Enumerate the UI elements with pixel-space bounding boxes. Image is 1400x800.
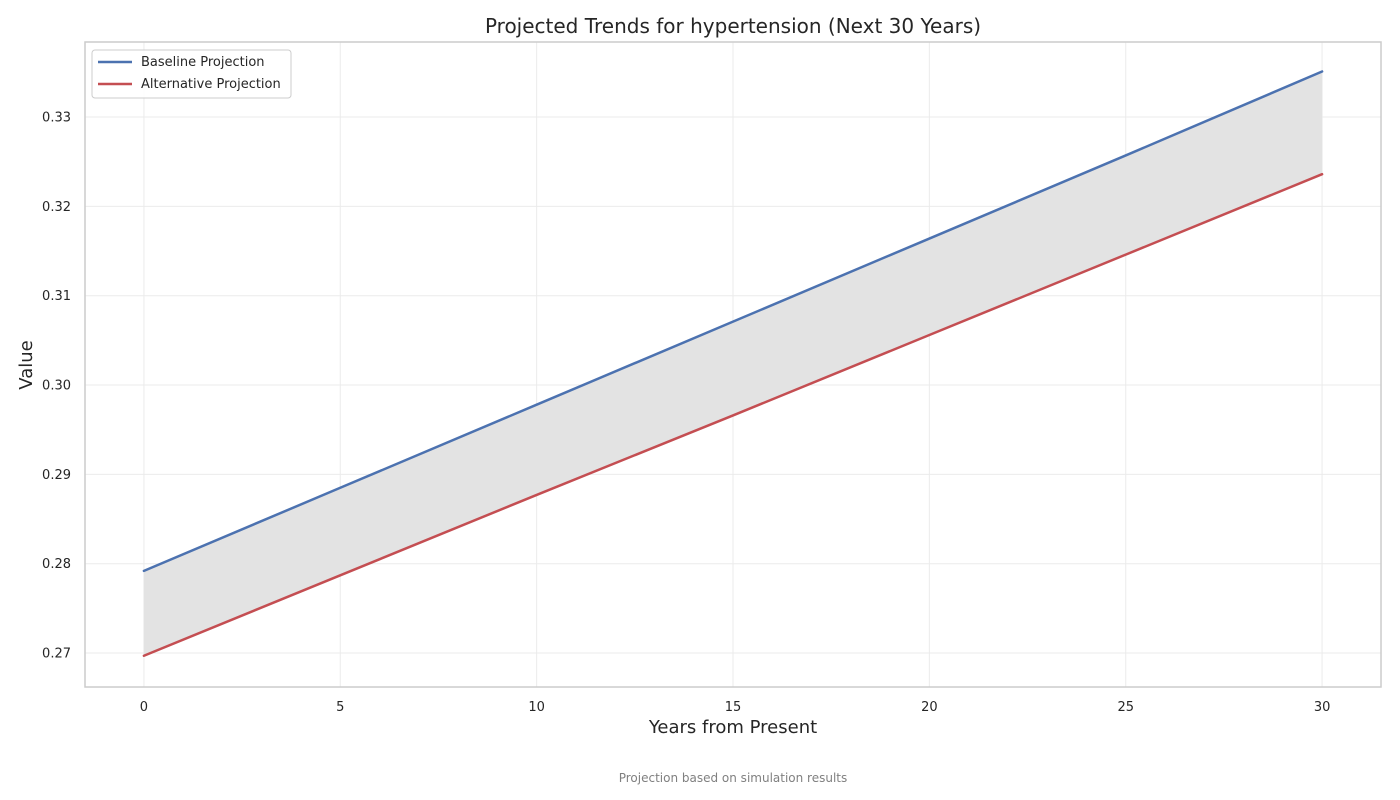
legend-label-alternative: Alternative Projection	[141, 77, 281, 92]
x-tick-label: 0	[140, 700, 148, 715]
chart-caption: Projection based on simulation results	[619, 771, 848, 785]
series-lines	[142, 70, 1324, 657]
y-tick-labels: 0.27 0.28 0.29 0.30 0.31 0.32 0.33	[42, 111, 71, 662]
y-tick-label: 0.33	[42, 111, 71, 126]
x-gridlines	[143, 42, 1323, 687]
plot-frame	[84, 41, 1382, 688]
x-axis-label: Years from Present	[648, 717, 817, 738]
x-tick-label: 20	[921, 700, 938, 715]
y-tick-label: 0.32	[42, 200, 71, 215]
baseline-projection-line	[142, 70, 1324, 573]
y-tick-label: 0.28	[42, 557, 71, 572]
y-tick-label: 0.31	[42, 289, 71, 304]
x-tick-labels: 0 5 10 15 20 25 30	[140, 700, 1331, 715]
fill-between-band	[143, 71, 1323, 656]
y-tick-label: 0.27	[42, 647, 71, 662]
x-tick-label: 5	[336, 700, 344, 715]
legend-label-baseline: Baseline Projection	[141, 55, 265, 70]
legend-box	[91, 49, 292, 99]
x-tick-label: 15	[725, 700, 742, 715]
y-axis-label: Value	[16, 340, 37, 389]
x-tick-label: 10	[528, 700, 545, 715]
chart-title: Projected Trends for hypertension (Next …	[485, 14, 981, 38]
x-tick-label: 30	[1314, 700, 1331, 715]
alternative-projection-line	[142, 172, 1324, 657]
x-tick-label: 25	[1117, 700, 1134, 715]
y-tick-label: 0.29	[42, 468, 71, 483]
legend: Baseline Projection Alternative Projecti…	[91, 49, 292, 99]
y-tick-label: 0.30	[42, 379, 71, 394]
